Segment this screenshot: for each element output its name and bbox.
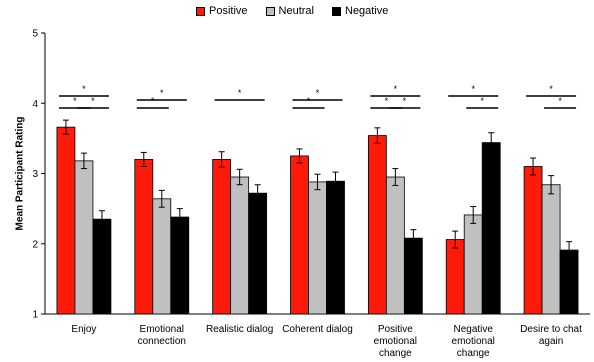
category-label: Realistic dialog [201, 324, 279, 336]
significance-star: * [160, 88, 164, 98]
bar-negative [170, 216, 190, 315]
category-label-line: Coherent dialog [282, 324, 353, 335]
legend-item-neutral: Neutral [265, 5, 314, 17]
category-label-line: Positive [377, 324, 413, 335]
category-label: Negative emotional change [434, 324, 512, 360]
bar-neutral [385, 176, 405, 315]
significance-star: * [73, 96, 77, 106]
category-label: Desire to chat again [512, 324, 590, 348]
legend-label-neutral: Neutral [278, 5, 314, 17]
legend-item-negative: Negative [332, 5, 388, 17]
bar-positive [134, 159, 154, 315]
bar-negative [326, 180, 345, 315]
bar-neutral [230, 176, 250, 315]
bar-neutral [152, 198, 172, 315]
category-label-line: emotional [373, 336, 418, 347]
y-tick-label: 3 [32, 169, 38, 180]
significance-star: * [471, 84, 475, 94]
significance-star: * [394, 84, 398, 94]
category-label: Enjoy [45, 324, 123, 336]
category-label-line: change [456, 348, 490, 359]
bar-positive [212, 159, 232, 315]
bar-positive [445, 239, 465, 315]
y-tick-label: 4 [32, 99, 38, 110]
category-label-line: emotional [451, 336, 495, 347]
significance-star: * [403, 96, 407, 106]
bar-negative [481, 142, 501, 315]
bar-positive [290, 155, 309, 315]
category-label-line: Desire to chat [520, 324, 582, 335]
bar-negative [248, 192, 268, 315]
bar-positive [56, 126, 76, 315]
legend-swatch-negative [332, 6, 341, 16]
significance-star: * [558, 96, 562, 106]
legend-label-positive: Positive [209, 5, 248, 17]
category-label-line: change [378, 348, 412, 359]
bar-positive [367, 135, 387, 315]
significance-star: * [385, 96, 389, 106]
legend-swatch-neutral [265, 6, 275, 16]
bar-positive [523, 166, 543, 315]
y-tick-label: 2 [32, 239, 38, 250]
category-label-line: Negative [453, 324, 493, 335]
significance-star: * [480, 96, 484, 106]
bar-neutral [463, 214, 483, 315]
category-label-line: Realistic dialog [206, 324, 274, 335]
category-label: Positive emotional change [356, 324, 434, 360]
bar-neutral [541, 184, 561, 315]
legend-swatch-positive [196, 6, 205, 16]
significance-star: * [238, 88, 242, 98]
category-label-line: again [538, 336, 564, 347]
significance-star: * [549, 84, 553, 94]
category-label: Emotional connection [123, 324, 201, 348]
category-label-line: Enjoy [71, 324, 97, 335]
bar-neutral [74, 160, 94, 315]
y-tick-label: 1 [32, 310, 38, 321]
significance-star: * [151, 96, 155, 106]
bar-negative [92, 218, 112, 315]
y-tick-label: 5 [32, 29, 38, 40]
significance-star: * [91, 96, 95, 106]
category-label-line: Emotional [139, 324, 185, 335]
category-label-line: connection [137, 336, 186, 347]
significance-star: * [316, 88, 320, 98]
legend-label-negative: Negative [345, 5, 389, 17]
chart-legend: Positive Neutral Negative [196, 5, 388, 17]
bar-negative [403, 237, 423, 315]
bar-neutral [308, 181, 327, 315]
significance-star: * [307, 96, 311, 106]
category-label: Coherent dialog [279, 324, 357, 336]
significance-star: * [82, 84, 86, 94]
legend-item-positive: Positive [196, 5, 248, 17]
bar-negative [559, 249, 579, 315]
